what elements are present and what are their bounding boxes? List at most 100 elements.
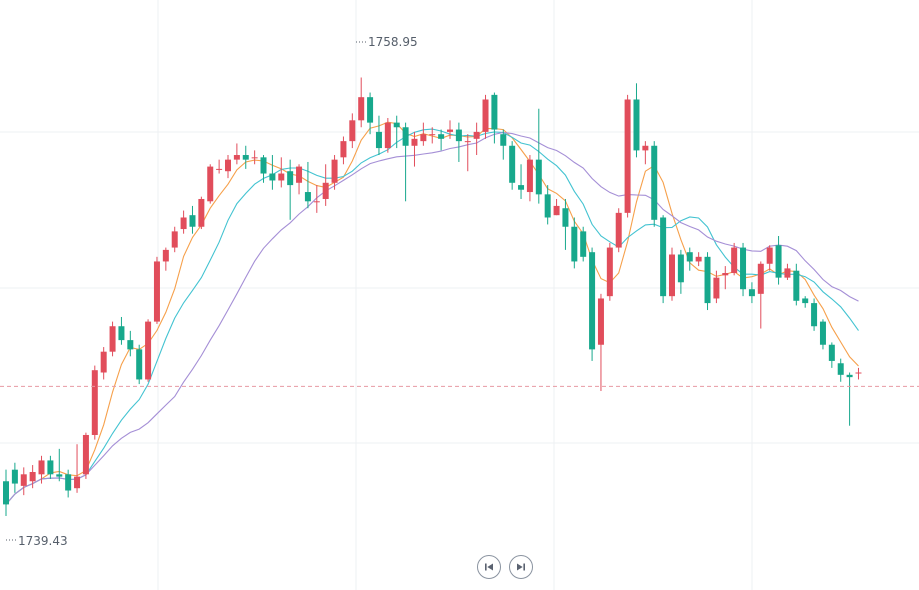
candle xyxy=(411,131,418,167)
candle xyxy=(544,185,551,225)
candle-body xyxy=(304,192,311,202)
candle xyxy=(686,247,693,271)
candle xyxy=(340,136,347,165)
candle xyxy=(784,263,791,280)
candle xyxy=(828,342,835,368)
candle-body xyxy=(589,252,596,350)
candle xyxy=(47,455,54,479)
candle-body xyxy=(367,97,374,123)
candle-body xyxy=(278,173,285,181)
candle-body xyxy=(686,252,693,262)
candle xyxy=(198,196,205,230)
candle-body xyxy=(518,185,525,190)
candle-body xyxy=(20,474,27,486)
candle xyxy=(740,242,747,297)
candle xyxy=(473,122,480,156)
candle xyxy=(562,198,569,250)
candle xyxy=(82,432,89,479)
candle-body xyxy=(91,370,98,435)
candle xyxy=(855,367,862,380)
candle xyxy=(331,155,338,190)
candle-body xyxy=(509,145,516,183)
candle xyxy=(447,120,453,139)
candle xyxy=(633,83,640,158)
candle xyxy=(225,155,231,179)
candle-body xyxy=(677,254,684,283)
candle xyxy=(500,129,507,160)
candle xyxy=(384,118,391,153)
candle-body xyxy=(553,205,560,216)
candle-body xyxy=(731,247,738,274)
candle xyxy=(296,164,303,195)
candle xyxy=(589,247,596,361)
candle-body xyxy=(251,157,258,159)
candle xyxy=(606,242,613,301)
candle-body xyxy=(402,127,409,146)
candle-body xyxy=(464,141,471,143)
candle xyxy=(802,296,809,308)
candle-body xyxy=(287,171,294,186)
candle-body xyxy=(109,326,116,352)
candle-body xyxy=(784,268,791,278)
candle xyxy=(100,347,107,380)
candle-body xyxy=(189,215,196,227)
candle-body xyxy=(145,321,152,380)
candle-body xyxy=(491,94,498,130)
candle xyxy=(127,330,134,357)
candle-body xyxy=(455,129,462,142)
candle-body xyxy=(375,131,382,149)
candle xyxy=(642,141,649,165)
candle xyxy=(269,155,276,190)
candle xyxy=(464,134,471,172)
candle-body xyxy=(429,134,436,136)
candle-body xyxy=(269,173,276,181)
candle xyxy=(251,150,258,165)
candle xyxy=(438,129,445,151)
candle-body xyxy=(171,231,178,248)
candle xyxy=(518,164,525,199)
high-annotation: 1758.95 xyxy=(356,35,418,49)
candle-body xyxy=(642,145,649,151)
candle xyxy=(11,462,18,493)
candle-body xyxy=(47,460,54,475)
candle xyxy=(455,122,462,162)
candle xyxy=(429,127,436,144)
candle-body xyxy=(260,157,267,174)
candle xyxy=(420,122,427,146)
candle xyxy=(38,455,45,484)
candle-body xyxy=(802,298,809,304)
candle xyxy=(766,245,773,271)
candle-body xyxy=(56,474,63,477)
candle xyxy=(402,122,409,202)
candle-body xyxy=(313,201,320,203)
candle xyxy=(216,159,223,174)
skip-back-icon xyxy=(485,563,493,571)
candle xyxy=(615,208,622,253)
next-button[interactable] xyxy=(509,555,533,579)
candle xyxy=(375,115,382,156)
candle xyxy=(704,252,711,311)
candle-body xyxy=(331,159,338,183)
candle xyxy=(775,236,782,285)
previous-button[interactable] xyxy=(477,555,501,579)
candle-body xyxy=(669,254,675,297)
candle-body xyxy=(695,256,702,262)
candle-body xyxy=(65,474,72,491)
candle-body xyxy=(704,256,711,304)
candle-body xyxy=(633,99,640,151)
high-price-label: 1758.95 xyxy=(368,35,418,49)
candle xyxy=(91,365,98,440)
candle xyxy=(207,164,214,204)
candle xyxy=(180,210,187,234)
candle-body xyxy=(74,476,81,489)
candle-body xyxy=(322,182,329,199)
candle xyxy=(162,247,169,271)
candle xyxy=(260,155,267,183)
candle xyxy=(74,444,81,493)
candle xyxy=(748,282,755,304)
candle xyxy=(597,293,604,392)
candle xyxy=(819,319,826,350)
candle-body xyxy=(535,159,542,195)
candle-body xyxy=(597,298,604,345)
